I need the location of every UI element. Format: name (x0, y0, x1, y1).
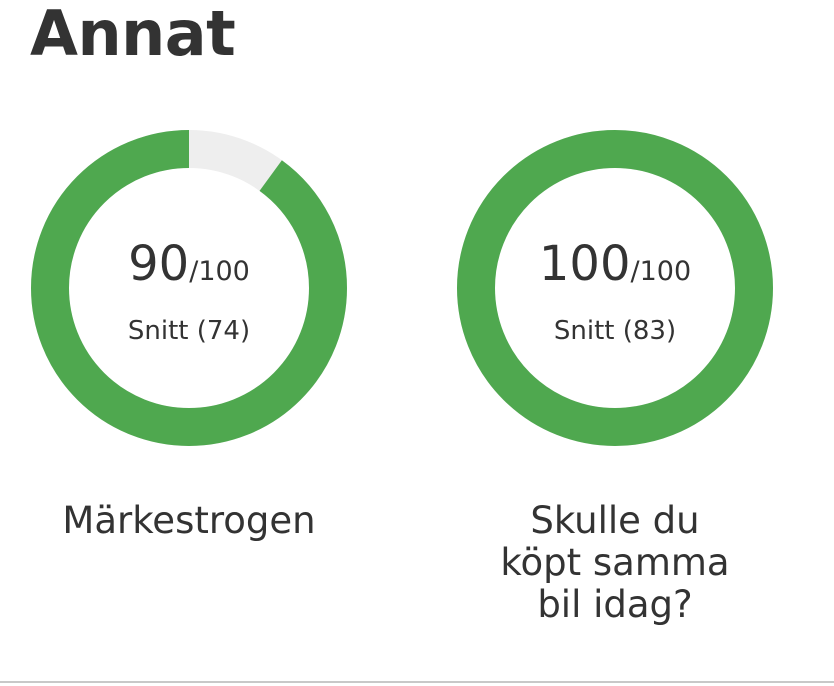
gauge-label: Skulle du köpt samma bil idag? (500, 499, 730, 626)
score-line: 100/100 (455, 236, 775, 300)
donut-arc (31, 130, 347, 446)
donut-ring (457, 130, 773, 446)
donut-chart: 100/100 Snitt (83) (455, 128, 775, 448)
bottom-divider (0, 681, 834, 683)
score-max: /100 (189, 256, 250, 287)
average-text: Snitt (74) (127, 316, 251, 346)
gauge-label: Märkestrogen (62, 499, 316, 542)
donut-ring (31, 130, 347, 446)
section-title: Annat (30, 0, 236, 70)
donut-center: 90/100 Snitt (74) (29, 236, 349, 346)
average-text: Snitt (83) (553, 316, 677, 346)
donut-arc (457, 130, 773, 446)
score-line: 90/100 (29, 236, 349, 300)
gauge-brand-loyalty: 90/100 Snitt (74) Märkestrogen (29, 128, 349, 542)
donut-chart: 90/100 Snitt (74) (29, 128, 349, 448)
score-value: 100 (538, 236, 631, 292)
score-value: 90 (128, 236, 190, 292)
gauge-buy-again: 100/100 Snitt (83) Skulle du köpt samma … (455, 128, 775, 626)
donut-center: 100/100 Snitt (83) (455, 236, 775, 346)
score-max: /100 (630, 256, 692, 287)
